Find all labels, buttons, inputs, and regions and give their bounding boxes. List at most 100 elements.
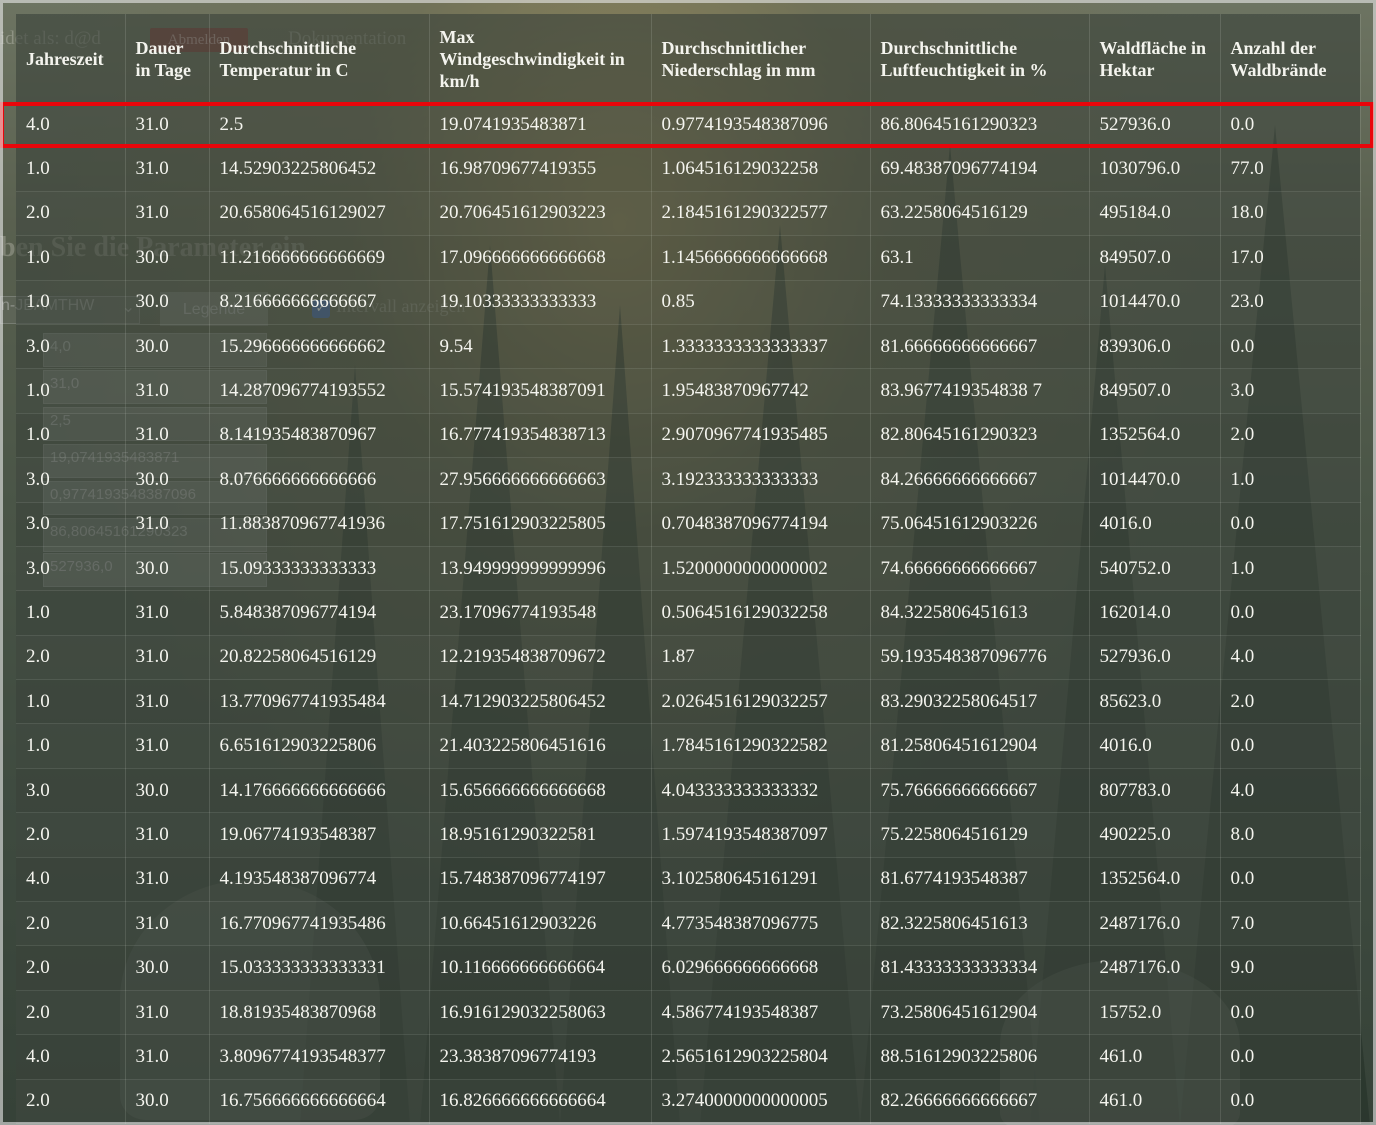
table-row[interactable]: 2.0 31.0 18.81935483870968 16.9161290322580…: [16, 990, 1361, 1036]
table-cell: 1.5200000000000002: [651, 546, 871, 592]
header-niederschlag[interactable]: Durchschnittlicher Niederschlag in mm: [651, 14, 871, 103]
table-cell: 74.66666666666667: [870, 546, 1090, 592]
table-row[interactable]: 1.0 31.0 14.287096774193552 15.574193548387…: [16, 368, 1361, 414]
table-cell: 1014470.0: [1089, 280, 1221, 325]
table-cell: 31.0: [125, 635, 210, 681]
table-cell: 12.219354838709672: [429, 635, 652, 681]
table-cell: 461.0: [1089, 1079, 1221, 1124]
table-cell: 18.95161290322581: [429, 812, 652, 858]
table-cell: 59.193548387096776: [870, 635, 1090, 681]
table-cell: 1.1456666666666668: [651, 235, 871, 281]
table-cell: 20.658064516129027: [209, 191, 430, 237]
table-row[interactable]: 2.0 31.0 20.658064516129027 20.706451612903…: [16, 191, 1361, 237]
table-row[interactable]: 1.0 30.0 8.216666666666667 19.1033333333333…: [16, 280, 1361, 325]
table-cell: 1.0: [1220, 546, 1361, 592]
table-cell: 15.574193548387091: [429, 368, 652, 414]
header-luftfeuchtigkeit[interactable]: Durchschnittliche Luftfeuchtigkeit in %: [870, 14, 1090, 103]
table-cell: 2.0: [16, 812, 126, 858]
table-cell: 73.25806451612904: [870, 990, 1090, 1036]
table-row[interactable]: 3.0 30.0 14.176666666666666 15.656666666666…: [16, 768, 1361, 814]
selected-row-highlight: [0, 102, 1374, 148]
table-cell: 16.916129032258063: [429, 990, 652, 1036]
table-cell: 16.98709677419355: [429, 146, 652, 192]
data-table-container: Jahreszeit Dauer in Tage Durchschnittlic…: [16, 14, 1361, 1124]
table-cell: 1.0: [16, 723, 126, 769]
table-cell: 0.0: [1220, 990, 1361, 1036]
table-cell: 1030796.0: [1089, 146, 1221, 192]
header-wind[interactable]: Max Windgeschwindigkeit in km/h: [429, 14, 652, 103]
table-cell: 8.216666666666667: [209, 280, 430, 325]
table-cell: 63.1: [870, 235, 1090, 281]
table-row[interactable]: 2.0 31.0 16.770967741935486 10.664516129032…: [16, 901, 1361, 947]
table-row[interactable]: 2.0 30.0 15.033333333333331 10.116666666666…: [16, 945, 1361, 991]
table-cell: 16.777419354838713: [429, 413, 652, 459]
table-row[interactable]: 1.0 30.0 11.216666666666669 17.096666666666…: [16, 235, 1361, 281]
table-row[interactable]: 1.0 31.0 8.141935483870967 16.7774193548387…: [16, 413, 1361, 459]
table-cell: 1.0: [16, 146, 126, 192]
table-cell: 31.0: [125, 502, 210, 547]
table-cell: 2.5: [209, 102, 430, 148]
table-cell: 4.043333333333332: [651, 768, 871, 814]
table-cell: 30.0: [125, 280, 210, 325]
table-cell: 0.5064516129032258: [651, 590, 871, 636]
table-cell: 2487176.0: [1089, 945, 1221, 991]
table-cell: 31.0: [125, 590, 210, 636]
table-cell: 15752.0: [1089, 990, 1221, 1036]
table-cell: 162014.0: [1089, 590, 1221, 636]
table-row[interactable]: 3.0 31.0 11.883870967741936 17.751612903225…: [16, 502, 1361, 547]
table-cell: 1.7845161290322582: [651, 723, 871, 769]
table-row[interactable]: 1.0 31.0 5.848387096774194 23.1709677419354…: [16, 590, 1361, 636]
table-cell: 1.87: [651, 635, 871, 681]
table-row[interactable]: 2.0 30.0 16.756666666666664 16.826666666666…: [16, 1079, 1361, 1124]
table-cell: 2.0: [16, 990, 126, 1036]
table-cell: 0.0: [1220, 723, 1361, 769]
table-cell: 3.0: [16, 502, 126, 547]
table-row[interactable]: 2.0 31.0 19.06774193548387 18.9516129032258…: [16, 812, 1361, 858]
table-cell: 1.064516129032258: [651, 146, 871, 192]
table-cell: 4.0: [1220, 768, 1361, 814]
table-cell: 81.43333333333334: [870, 945, 1090, 991]
table-cell: 4.193548387096774: [209, 857, 430, 903]
table-row[interactable]: 4.0 31.0 3.8096774193548377 23.383870967741…: [16, 1034, 1361, 1080]
table-row[interactable]: 1.0 31.0 13.770967741935484 14.712903225806…: [16, 679, 1361, 725]
table-cell: 0.0: [1220, 1034, 1361, 1080]
data-table: Jahreszeit Dauer in Tage Durchschnittlic…: [16, 14, 1361, 1124]
header-waldbraende[interactable]: Anzahl der Waldbrände: [1220, 14, 1361, 103]
table-cell: 10.66451612903226: [429, 901, 652, 947]
header-jahreszeit[interactable]: Jahreszeit: [16, 14, 126, 103]
table-row[interactable]: 3.0 30.0 8.076666666666666 27.9566666666666…: [16, 457, 1361, 503]
table-cell: 27.956666666666663: [429, 457, 652, 503]
table-cell: 82.26666666666667: [870, 1079, 1090, 1124]
header-dauer[interactable]: Dauer in Tage: [125, 14, 210, 103]
table-cell: 849507.0: [1089, 235, 1221, 281]
table-cell: 495184.0: [1089, 191, 1221, 237]
table-cell: 2.0: [1220, 679, 1361, 725]
table-cell: 3.0: [16, 768, 126, 814]
table-cell: 63.2258064516129: [870, 191, 1090, 237]
table-cell: 14.712903225806452: [429, 679, 652, 725]
table-cell: 30.0: [125, 235, 210, 281]
table-cell: 2.5651612903225804: [651, 1034, 871, 1080]
table-cell: 88.51612903225806: [870, 1034, 1090, 1080]
table-cell: 83.29032258064517: [870, 679, 1090, 725]
table-cell: 2.1845161290322577: [651, 191, 871, 237]
table-cell: 13.949999999999996: [429, 546, 652, 592]
table-cell: 81.25806451612904: [870, 723, 1090, 769]
table-cell: 16.770967741935486: [209, 901, 430, 947]
table-row[interactable]: 3.0 30.0 15.296666666666662 9.54 1.333333333…: [16, 324, 1361, 370]
table-row[interactable]: 3.0 30.0 15.09333333333333 13.9499999999999…: [16, 546, 1361, 592]
table-cell: 30.0: [125, 457, 210, 503]
table-cell: 15.296666666666662: [209, 324, 430, 370]
header-temperatur[interactable]: Durchschnittliche Temperatur in C: [209, 14, 430, 103]
table-cell: 3.2740000000000005: [651, 1079, 871, 1124]
header-waldflaeche[interactable]: Waldfläche in Hektar: [1089, 14, 1221, 103]
table-cell: 31.0: [125, 368, 210, 414]
table-row[interactable]: 4.0 31.0 4.193548387096774 15.7483870967741…: [16, 857, 1361, 903]
table-cell: 839306.0: [1089, 324, 1221, 370]
table-cell: 15.656666666666668: [429, 768, 652, 814]
table-row[interactable]: 2.0 31.0 20.82258064516129 12.2193548387096…: [16, 635, 1361, 681]
table-row[interactable]: 1.0 31.0 6.651612903225806 21.4032258064516…: [16, 723, 1361, 769]
table-cell: 1.0: [1220, 457, 1361, 503]
table-row[interactable]: 1.0 31.0 14.52903225806452 16.9870967741935…: [16, 146, 1361, 192]
table-cell: 15.09333333333333: [209, 546, 430, 592]
